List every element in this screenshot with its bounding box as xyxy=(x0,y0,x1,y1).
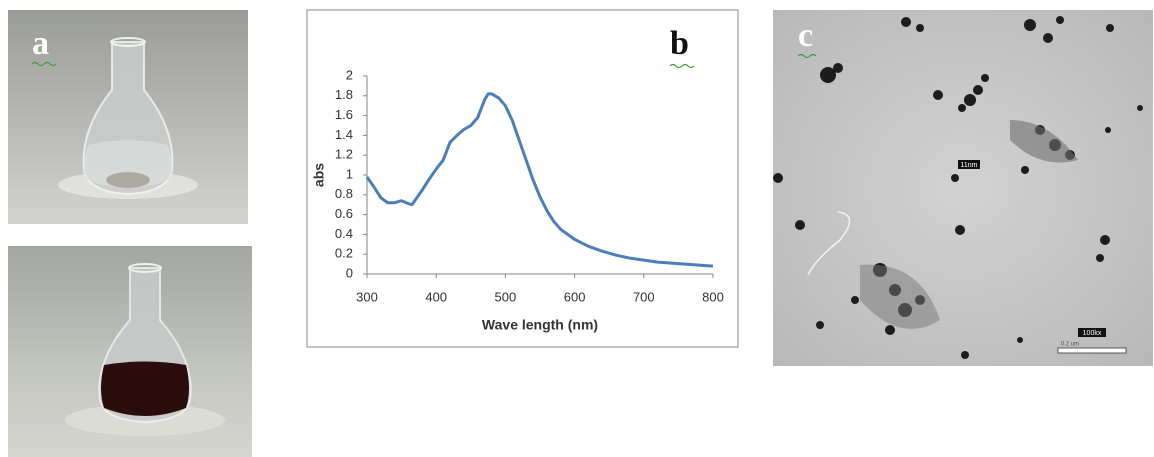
photo-clear-flask xyxy=(8,10,248,224)
x-tick-label: 500 xyxy=(495,289,517,304)
y-tick-label: 1.6 xyxy=(335,107,353,122)
chart-frame xyxy=(306,9,739,348)
y-tick-label: 0.2 xyxy=(335,246,353,261)
y-tick-label: 0.4 xyxy=(335,226,353,241)
y-axis-title: abs xyxy=(311,163,327,187)
y-tick-label: 0 xyxy=(346,265,353,280)
x-tick-label: 300 xyxy=(356,289,378,304)
tem-scale-label: 0.2 um xyxy=(1061,342,1079,348)
y-tick-label: 1.8 xyxy=(335,87,353,102)
y-tick-label: 0.6 xyxy=(335,206,353,221)
photo-dark-flask xyxy=(8,246,252,457)
y-tick-label: 1.2 xyxy=(335,147,353,162)
x-tick-label: 700 xyxy=(633,289,655,304)
tem-image xyxy=(773,10,1153,366)
data-line xyxy=(365,92,714,268)
x-tick-label: 600 xyxy=(564,289,586,304)
y-tick-label: 2 xyxy=(346,67,353,82)
plot-area: 0 0.2 0.4 0.6 0.8 1 1.2 1.4 1.6 1.8 2 300 400 500 600 7… xyxy=(335,67,724,304)
panel-label: c xyxy=(798,17,813,54)
y-tick-label: 1.4 xyxy=(335,127,353,142)
spell-underline xyxy=(797,53,817,59)
y-tick-label: 1 xyxy=(346,166,353,181)
spell-underline xyxy=(669,63,695,69)
panel-label: a xyxy=(32,25,49,62)
x-axis-title: Wave length (nm) xyxy=(482,317,598,333)
panel-label: b xyxy=(670,25,689,62)
tem-magnification: 100kx xyxy=(1083,330,1102,337)
x-tick-label: 800 xyxy=(702,289,724,304)
spell-underline xyxy=(31,61,57,67)
tem-annotation: 11nm xyxy=(961,162,978,169)
x-tick-label: 400 xyxy=(425,289,447,304)
y-tick-label: 0.8 xyxy=(335,186,353,201)
